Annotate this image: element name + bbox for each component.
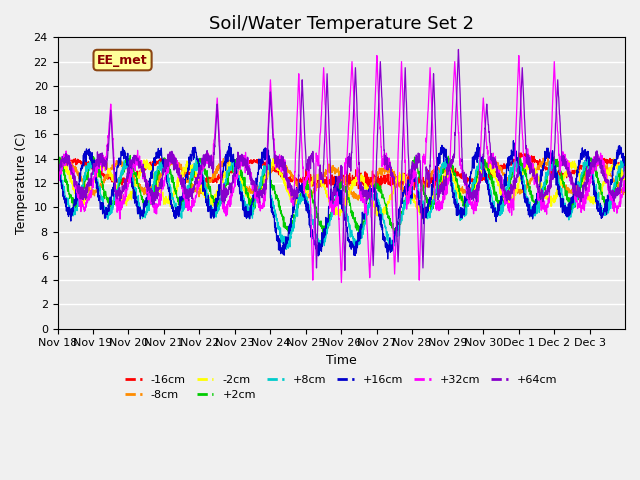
Y-axis label: Temperature (C): Temperature (C) <box>15 132 28 234</box>
-16cm <box>364 187 372 193</box>
+64cm <box>513 180 520 185</box>
+8cm <box>233 170 241 176</box>
-2cm <box>376 210 383 216</box>
-2cm <box>110 181 118 187</box>
Line: +16cm: +16cm <box>58 141 625 259</box>
+32cm <box>376 121 383 127</box>
Title: Soil/Water Temperature Set 2: Soil/Water Temperature Set 2 <box>209 15 474 33</box>
+16cm <box>233 168 241 174</box>
+16cm <box>376 211 383 217</box>
-2cm <box>233 167 241 173</box>
+8cm <box>389 248 397 254</box>
+2cm <box>513 159 520 165</box>
+32cm <box>54 180 61 186</box>
+64cm <box>54 172 61 178</box>
+2cm <box>621 157 629 163</box>
+64cm <box>376 76 383 82</box>
+16cm <box>614 147 621 153</box>
+2cm <box>319 231 326 237</box>
-8cm <box>376 170 383 176</box>
-16cm <box>376 182 383 188</box>
+8cm <box>193 154 200 160</box>
-2cm <box>545 194 552 200</box>
-8cm <box>614 182 621 188</box>
+16cm <box>513 155 520 160</box>
-8cm <box>544 155 552 160</box>
+2cm <box>545 170 552 176</box>
+32cm <box>614 203 621 209</box>
-16cm <box>110 178 118 184</box>
+8cm <box>513 164 520 170</box>
+32cm <box>233 171 241 177</box>
-2cm <box>614 166 621 171</box>
-2cm <box>513 187 520 192</box>
+8cm <box>376 203 383 208</box>
-8cm <box>545 160 552 166</box>
-8cm <box>513 188 520 194</box>
+64cm <box>614 189 621 195</box>
+2cm <box>110 200 118 205</box>
-2cm <box>54 162 61 168</box>
+16cm <box>545 152 552 157</box>
X-axis label: Time: Time <box>326 354 356 367</box>
Line: +8cm: +8cm <box>58 157 625 251</box>
+64cm <box>341 267 349 273</box>
+8cm <box>110 194 118 200</box>
-2cm <box>621 178 629 184</box>
-16cm <box>513 157 520 163</box>
-8cm <box>54 171 61 177</box>
-16cm <box>621 165 629 170</box>
+32cm <box>513 111 520 117</box>
+32cm <box>373 53 381 59</box>
+32cm <box>621 178 629 184</box>
-16cm <box>545 166 552 172</box>
Line: -16cm: -16cm <box>58 153 625 190</box>
+64cm <box>110 175 118 181</box>
Line: -8cm: -8cm <box>58 157 625 201</box>
Text: EE_met: EE_met <box>97 54 148 67</box>
+2cm <box>614 180 621 186</box>
-8cm <box>303 198 311 204</box>
+32cm <box>110 165 118 170</box>
+16cm <box>110 185 118 191</box>
+16cm <box>384 256 392 262</box>
-16cm <box>614 162 621 168</box>
Legend: -16cm, -8cm, -2cm, +2cm, +8cm, +16cm, +32cm, +64cm: -16cm, -8cm, -2cm, +2cm, +8cm, +16cm, +3… <box>121 370 562 405</box>
-16cm <box>517 150 525 156</box>
-8cm <box>621 188 629 194</box>
+32cm <box>545 200 552 206</box>
+16cm <box>621 161 629 167</box>
+32cm <box>337 280 345 286</box>
Line: -2cm: -2cm <box>58 158 625 219</box>
-16cm <box>54 164 61 170</box>
+2cm <box>233 156 241 161</box>
+8cm <box>54 164 61 169</box>
+64cm <box>621 164 629 169</box>
+8cm <box>545 165 552 170</box>
+16cm <box>509 138 517 144</box>
+8cm <box>614 169 621 175</box>
+2cm <box>126 153 134 158</box>
-2cm <box>610 156 618 161</box>
-8cm <box>110 165 118 170</box>
-8cm <box>233 168 241 173</box>
-2cm <box>418 216 426 222</box>
-16cm <box>233 164 241 169</box>
+16cm <box>54 157 61 163</box>
+64cm <box>233 157 241 163</box>
Line: +64cm: +64cm <box>58 49 625 270</box>
+64cm <box>454 47 462 52</box>
+64cm <box>545 182 552 188</box>
Line: +2cm: +2cm <box>58 156 625 234</box>
+2cm <box>376 186 383 192</box>
+2cm <box>54 158 61 164</box>
+8cm <box>621 163 629 169</box>
Line: +32cm: +32cm <box>58 56 625 283</box>
